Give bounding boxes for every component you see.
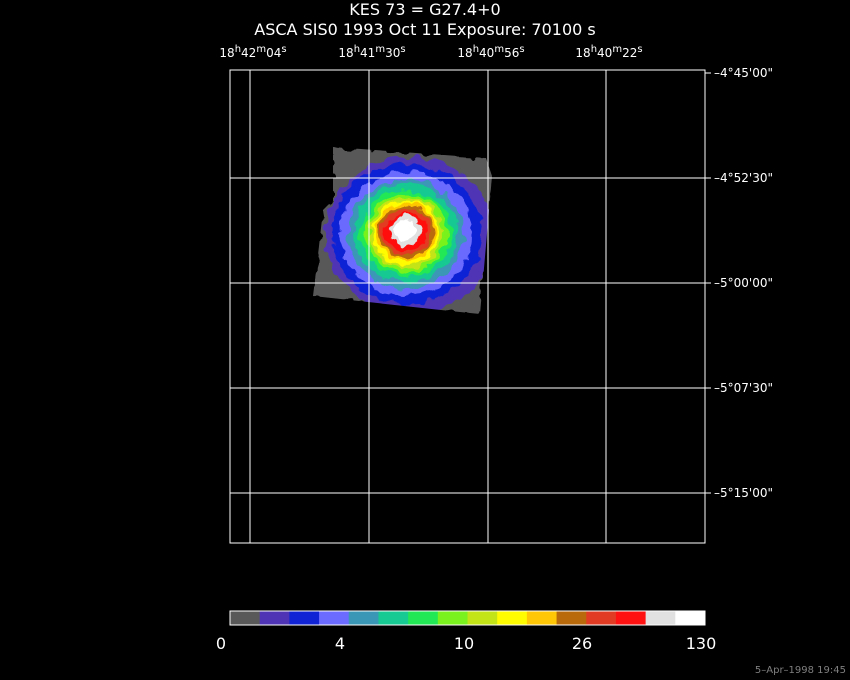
- ra-label: 18h40m56s: [457, 44, 525, 60]
- dec-label: –5°15'00": [714, 486, 773, 500]
- colorbar-swatch: [348, 611, 379, 625]
- colorbar-swatch: [586, 611, 617, 625]
- ra-label: 18h41m30s: [338, 44, 406, 60]
- colorbar-swatch: [408, 611, 439, 625]
- colorbar-swatch: [230, 611, 261, 625]
- ra-label: 18h40m22s: [575, 44, 643, 60]
- plot-subtitle: ASCA SIS0 1993 Oct 11 Exposure: 70100 s: [254, 20, 596, 39]
- colorbar-swatch: [319, 611, 350, 625]
- coordinate-grid: [230, 70, 705, 543]
- peak-level: [394, 220, 416, 242]
- ra-label: 18h42m04s: [219, 44, 287, 60]
- dec-tick-marks: [705, 72, 711, 494]
- colorbar-frame: [229, 610, 706, 626]
- dec-label: –4°52'30": [714, 171, 773, 185]
- colorbar-swatch: [556, 611, 587, 625]
- colorbar-swatch: [467, 611, 498, 625]
- colorbar-swatch: [526, 611, 558, 625]
- colorbar-label: 130: [685, 634, 717, 653]
- colorbar-swatch: [259, 611, 290, 625]
- dec-label: –5°07'30": [714, 381, 773, 395]
- colorbar-swatch: [497, 611, 528, 625]
- colorbar-label: 4: [334, 634, 346, 653]
- dec-label: –4°45'00": [714, 66, 773, 80]
- colorbar-swatch: [645, 611, 676, 625]
- plot-frame: [229, 69, 706, 544]
- colorbar-label: 26: [571, 634, 593, 653]
- colorbar-swatch: [615, 611, 647, 625]
- dec-label: –5°00'00": [714, 276, 773, 290]
- colorbar-label: 0: [215, 634, 227, 653]
- timestamp: 5–Apr–1998 19:45: [754, 665, 846, 676]
- xray-image: [313, 147, 492, 314]
- colorbar-swatch: [437, 611, 468, 625]
- colorbar-swatch: [289, 611, 320, 625]
- colorbar-swatch: [675, 611, 706, 625]
- colorbar-swatch: [378, 611, 409, 625]
- colorbar-label: 10: [453, 634, 475, 653]
- colorbar: [230, 611, 706, 625]
- plot-title: KES 73 = G27.4+0: [349, 0, 501, 19]
